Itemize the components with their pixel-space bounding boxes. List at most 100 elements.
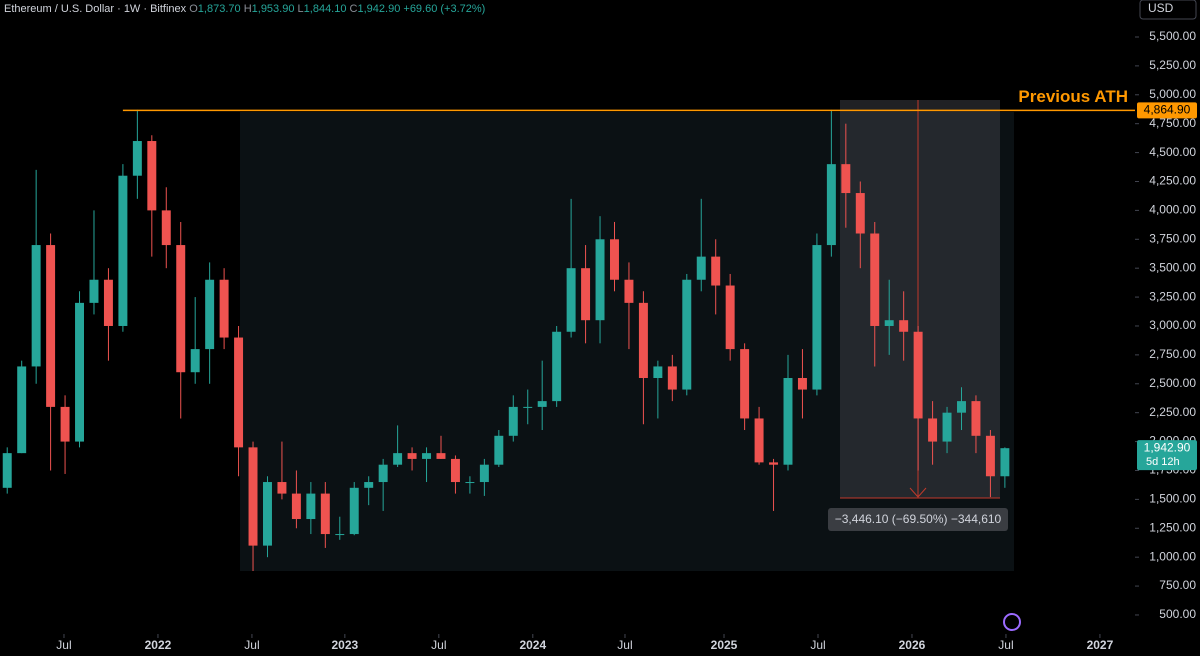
candle-body: [740, 349, 750, 419]
plot: [2, 36, 1139, 638]
candle-body: [450, 458, 460, 483]
last-price-box: [1137, 440, 1197, 471]
x-tick-label: Jul: [431, 638, 446, 652]
y-tick-label: 5,500.00: [1149, 29, 1196, 43]
candle-body: [725, 285, 735, 350]
candle-body: [75, 302, 85, 442]
y-tick-label: 1,500.00: [1149, 492, 1196, 506]
x-tick-label: Jul: [998, 638, 1013, 652]
ohlc-h: H: [244, 3, 252, 15]
candle-body: [349, 487, 359, 535]
candle-body: [667, 366, 677, 390]
y-tick-label: 4,750.00: [1149, 116, 1196, 130]
candle-body: [393, 453, 403, 465]
candle-body: [205, 279, 215, 350]
y-tick-label: 3,000.00: [1149, 318, 1196, 332]
candle-body: [17, 366, 27, 454]
candle-body: [884, 320, 894, 326]
candle-body: [479, 464, 489, 483]
candle-body: [566, 268, 576, 332]
y-tick-label: 2,500.00: [1149, 376, 1196, 390]
candle-body: [277, 482, 287, 494]
candle-body: [928, 418, 938, 442]
candle-body: [855, 193, 865, 234]
candle-body: [537, 401, 547, 407]
candle-body: [248, 447, 258, 546]
y-tick-label: 4,000.00: [1149, 203, 1196, 217]
x-tick-label: 2022: [145, 638, 172, 652]
candle-body: [696, 256, 706, 280]
candle-body: [118, 175, 128, 326]
candle-body: [436, 453, 446, 459]
candle-body: [595, 239, 605, 321]
candle-body: [899, 320, 909, 332]
candle-body: [985, 435, 995, 477]
y-tick-label: 5,000.00: [1149, 87, 1196, 101]
candle-body: [161, 210, 171, 246]
y-tick-label: 2,750.00: [1149, 347, 1196, 361]
candle-body: [422, 453, 432, 459]
last-price-label: 1,942.90: [1144, 440, 1191, 454]
ohlc-c-value: 1,942.90: [358, 3, 401, 15]
candle-body: [942, 412, 952, 442]
candle-body: [783, 378, 793, 465]
candle-body: [913, 331, 923, 419]
currency[interactable]: USD: [1148, 1, 1174, 15]
candle-body: [971, 401, 981, 436]
candle-body: [841, 164, 851, 194]
measure-box: [828, 508, 1008, 531]
symbol: Ethereum / U.S. Dollar · 1W · Bitfinex: [4, 3, 187, 15]
candle-body: [320, 493, 330, 535]
ohlc-h-value: 1,953.90: [252, 3, 295, 15]
y-tick-label: 3,250.00: [1149, 289, 1196, 303]
candle-body: [870, 233, 880, 326]
candle-body: [769, 462, 779, 465]
candle-body: [581, 268, 591, 321]
logo: [1003, 613, 1021, 631]
x-tick-label: 2027: [1087, 638, 1114, 652]
ohlc-o: O: [189, 3, 198, 15]
candle-body: [638, 302, 648, 378]
y-tick-label: 1,000.00: [1149, 549, 1196, 563]
candle-body: [957, 401, 966, 413]
ohlc-c: C: [350, 3, 358, 15]
candle-body: [682, 279, 692, 390]
measure-arrowhead: [909, 487, 927, 498]
countdown: 5d 12h: [1146, 456, 1180, 468]
candle-body: [552, 331, 562, 402]
candle-body: [364, 482, 374, 488]
candle-body: [797, 378, 807, 390]
candle-body: [263, 482, 272, 546]
candle-body: [494, 435, 504, 465]
change: +69.60 (+3.72%): [403, 3, 485, 15]
x-tick-label: Jul: [56, 638, 71, 652]
x-tick-label: 2026: [899, 638, 926, 652]
y-tick-label: 3,500.00: [1149, 260, 1196, 274]
currency-button[interactable]: [1139, 0, 1197, 20]
x-tick-label: 2024: [519, 638, 546, 652]
y-tick-label: 1,250.00: [1149, 520, 1196, 534]
candle-body: [653, 366, 663, 378]
y-tick-label: 2,250.00: [1149, 405, 1196, 419]
candle-body: [407, 453, 417, 459]
ohlc-l-value: 1,844.10: [304, 3, 347, 15]
candle-body: [1000, 448, 1010, 477]
candle-body: [306, 493, 316, 520]
x-tick-label: 2023: [331, 638, 358, 652]
y-tick-label: 5,250.00: [1149, 58, 1196, 72]
y-tick-label: 3,750.00: [1149, 231, 1196, 245]
candle-body: [711, 256, 721, 286]
candle-body: [219, 279, 229, 338]
candle-body: [826, 164, 836, 246]
x-tick-label: Jul: [810, 638, 825, 652]
candle-body: [610, 239, 619, 280]
candle-body: [234, 337, 244, 448]
ohlc-o-value: 1,873.70: [198, 3, 241, 15]
candle-body: [103, 279, 113, 326]
candle-body: [46, 245, 56, 407]
candle-body: [89, 279, 99, 303]
candle-body: [754, 418, 764, 463]
y-tick-label: 750.00: [1159, 578, 1196, 592]
ath-text: Previous ATH: [1018, 87, 1128, 106]
